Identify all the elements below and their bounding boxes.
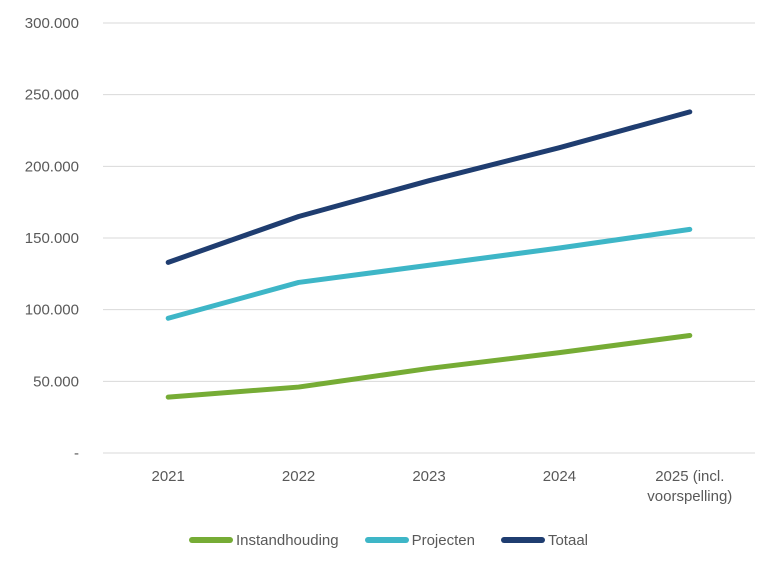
legend-dash-icon bbox=[189, 537, 233, 543]
y-axis-tick-label: 150.000 bbox=[25, 230, 79, 247]
legend-label: Projecten bbox=[411, 531, 475, 549]
x-axis-tick-label: 2021 bbox=[152, 468, 185, 485]
y-axis-tick-label: 200.000 bbox=[25, 158, 79, 175]
legend-item-totaal: Totaal bbox=[500, 531, 588, 549]
legend-label: Instandhouding bbox=[236, 531, 339, 549]
y-axis-tick-label: 250.000 bbox=[25, 87, 79, 104]
chart-legend: Instandhouding Projecten Totaal bbox=[0, 528, 777, 552]
y-axis-tick-label: 50.000 bbox=[33, 373, 79, 390]
x-axis-tick-label: 2023 bbox=[412, 468, 445, 485]
x-axis-tick-label: 2025 (incl. voorspelling) bbox=[647, 468, 732, 505]
x-axis-tick-label: 2024 bbox=[543, 468, 576, 485]
y-axis-tick-label: 300.000 bbox=[25, 15, 79, 32]
legend-label: Totaal bbox=[547, 531, 588, 549]
legend-dash-icon bbox=[500, 537, 545, 543]
x-axis-tick-label: 2022 bbox=[282, 468, 315, 485]
legend-item-projecten: Projecten bbox=[364, 531, 475, 549]
legend-dash-icon bbox=[364, 537, 409, 543]
series-line-projecten bbox=[165, 226, 693, 321]
legend-item-instandhouding: Instandhouding bbox=[189, 532, 339, 549]
chart-plot-area: - 50.000 100.000 150.000 200.000 250.000 300.0… bbox=[25, 15, 755, 505]
series-line-totaal bbox=[165, 109, 693, 265]
y-axis-tick-label: - bbox=[74, 445, 79, 462]
y-axis-tick-label: 100.000 bbox=[25, 302, 79, 319]
series-line-instandhouding bbox=[165, 332, 693, 400]
